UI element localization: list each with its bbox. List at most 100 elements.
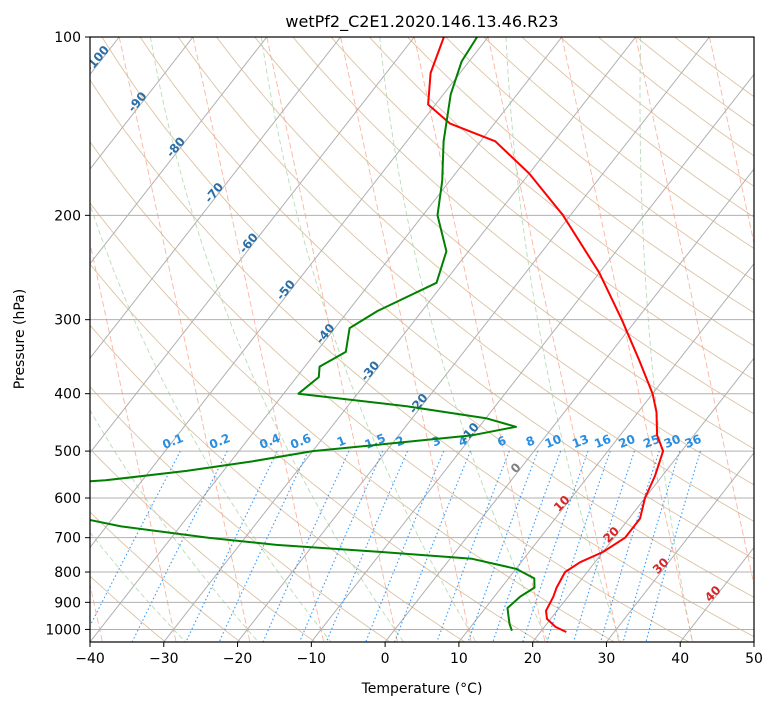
y-tick-label: 800 bbox=[54, 565, 81, 581]
dry-adiabat-label: -30 bbox=[358, 358, 383, 384]
moist-adiabat-line bbox=[90, 531, 186, 642]
dry-adiabat-line bbox=[90, 511, 241, 642]
mixing-ratio-line bbox=[90, 450, 181, 628]
dashed-guide-line bbox=[413, 37, 546, 642]
temperature-profile-line bbox=[427, 37, 665, 633]
isotherm-gridline bbox=[310, 73, 754, 642]
mixing-ratio-line bbox=[185, 450, 278, 642]
mixing-ratio-label: 0.1 bbox=[160, 431, 185, 452]
y-tick-label: 100 bbox=[54, 30, 81, 46]
dry-adiabat-line bbox=[559, 37, 754, 187]
mixing-ratio-label: 0.2 bbox=[207, 431, 232, 452]
y-tick-label: 700 bbox=[54, 531, 81, 547]
isotherm-gridline bbox=[90, 37, 415, 454]
isotherm-gridline bbox=[237, 37, 710, 642]
isotherm-gridline bbox=[458, 262, 754, 642]
mixing-ratio-label: 3 bbox=[430, 433, 443, 449]
sounding-profiles bbox=[90, 37, 665, 633]
mixing-ratio-label: 1.5 bbox=[363, 431, 388, 452]
mixing-ratio-line bbox=[492, 450, 562, 642]
x-tick-label: 30 bbox=[598, 651, 616, 667]
mixing-ratio-line bbox=[436, 450, 510, 642]
mixing-ratio-label: 6 bbox=[495, 433, 508, 449]
dashed-guide-line bbox=[487, 37, 620, 642]
dashed-guide-line bbox=[118, 37, 251, 642]
moist-adiabat-label: 40 bbox=[702, 583, 724, 605]
isotherm-gridline bbox=[90, 37, 489, 549]
x-tick-label: 0 bbox=[381, 651, 390, 667]
mixing-ratio-label: 10 bbox=[543, 432, 564, 451]
mixing-ratio-label: 20 bbox=[617, 432, 638, 451]
line-labels: 0.1 0.2 0.4 0.6 1 1.5 2 3 4 6 8 10 13 16 20 25 30 36-100-… bbox=[82, 43, 724, 605]
dry-adiabat-line bbox=[216, 37, 754, 486]
y-tick-label: 1000 bbox=[45, 622, 81, 638]
mixing-ratio-line bbox=[522, 450, 589, 642]
x-tick-label: −10 bbox=[297, 651, 327, 667]
dry-adiabat-line bbox=[90, 263, 540, 642]
mixing-ratio-label: 30 bbox=[662, 432, 683, 451]
moist-adiabat-label: 0 bbox=[508, 460, 524, 476]
dry-adiabat-line bbox=[101, 37, 754, 598]
dry-adiabat-line bbox=[521, 37, 754, 218]
mixing-ratio-label: 36 bbox=[683, 432, 704, 451]
y-tick-label: 300 bbox=[54, 313, 81, 329]
axes: −40 −30 −20 −10 0 10 20 30 40 5010020030040050060… bbox=[45, 30, 763, 667]
isotherm-gridline bbox=[753, 641, 754, 642]
dashed-guide-line bbox=[266, 37, 398, 642]
plot-frame bbox=[89, 36, 755, 643]
dry-adiabat-line bbox=[90, 140, 690, 642]
dry-adiabat-line bbox=[90, 202, 615, 642]
background-grid bbox=[90, 37, 754, 642]
dry-adiabat-line bbox=[139, 37, 754, 560]
x-tick-label: 50 bbox=[745, 651, 763, 667]
dashed-guide-line bbox=[340, 37, 472, 642]
dry-adiabat-line bbox=[90, 386, 391, 642]
isotherm-gridline bbox=[90, 37, 194, 170]
dry-adiabat-line bbox=[483, 37, 754, 249]
dry-adiabat-label: -80 bbox=[163, 134, 188, 160]
moist-adiabat-label: 30 bbox=[650, 555, 672, 577]
y-tick-label: 500 bbox=[54, 444, 81, 460]
x-tick-label: 10 bbox=[450, 651, 468, 667]
y-tick-label: 200 bbox=[54, 208, 81, 224]
mixing-ratio-line bbox=[394, 450, 471, 642]
moist-adiabat-line bbox=[505, 37, 621, 642]
mixing-ratio-line bbox=[365, 450, 445, 642]
dashed-guide-line bbox=[192, 37, 325, 642]
dry-adiabat-line bbox=[177, 37, 754, 522]
isotherm-gridline bbox=[163, 37, 637, 642]
x-axis-label: Temperature (°C) bbox=[361, 681, 483, 697]
dry-adiabat-line bbox=[445, 37, 754, 281]
moist-adiabat-label: 10 bbox=[551, 493, 573, 515]
moist-adiabat-line bbox=[90, 203, 332, 642]
x-tick-label: 20 bbox=[524, 651, 542, 667]
moist-adiabat-line bbox=[379, 37, 549, 642]
dry-adiabat-label: -100 bbox=[82, 43, 112, 75]
mixing-ratio-line bbox=[131, 450, 228, 642]
mixing-ratio-line bbox=[600, 450, 660, 642]
x-tick-label: −20 bbox=[223, 651, 253, 667]
dry-adiabat-label: -20 bbox=[406, 391, 431, 417]
dry-adiabat-line bbox=[90, 448, 316, 642]
x-tick-label: 40 bbox=[671, 651, 689, 667]
dashed-guide-line bbox=[709, 37, 754, 246]
dry-adiabat-label: -50 bbox=[273, 277, 298, 303]
dashed-guide-line bbox=[635, 37, 754, 587]
dry-adiabat-line bbox=[368, 37, 754, 347]
y-axis-label: Pressure (hPa) bbox=[12, 289, 28, 389]
x-tick-label: −30 bbox=[149, 651, 179, 667]
dashed-guide-line bbox=[90, 241, 177, 642]
chart-title: wetPf2_C2E1.2020.146.13.46.R23 bbox=[285, 12, 558, 32]
dry-adiabat-line bbox=[598, 37, 754, 157]
mixing-ratio-line bbox=[546, 450, 611, 642]
dashed-guide-line bbox=[561, 37, 694, 642]
isotherm-gridline bbox=[90, 37, 563, 642]
moist-adiabat-line bbox=[639, 37, 693, 642]
dry-adiabat-line bbox=[407, 37, 754, 314]
mixing-ratio-line bbox=[572, 450, 635, 642]
dry-adiabat-label: -70 bbox=[202, 180, 227, 206]
isotherm-gridline bbox=[606, 452, 754, 642]
isotherm-gridline bbox=[90, 37, 341, 360]
y-tick-label: 400 bbox=[54, 387, 81, 403]
mixing-ratio-line bbox=[645, 450, 702, 642]
